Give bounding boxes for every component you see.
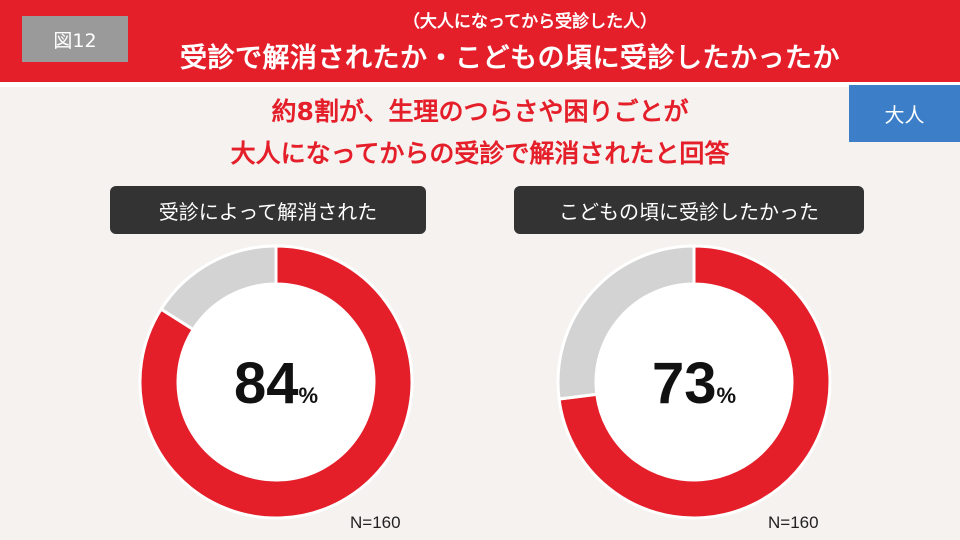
header-banner xyxy=(0,0,960,82)
value-unit: % xyxy=(716,383,737,408)
donut-hole xyxy=(178,284,374,480)
headline-line-1: 約8割が、生理のつらさや困りごとが xyxy=(271,97,689,126)
chart-title-resolved: 受診によって解消された xyxy=(110,186,426,234)
sample-size-resolved: N=160 xyxy=(350,513,401,532)
value-number: 84 xyxy=(233,351,299,416)
figure-tag: 図12 xyxy=(22,16,128,62)
donut-chart-resolved xyxy=(138,244,414,520)
value-label-resolved: 84% xyxy=(196,350,356,417)
header-divider xyxy=(0,82,960,87)
sample-size-wanted-as-child: N=160 xyxy=(768,513,819,532)
value-number: 73 xyxy=(651,351,717,416)
adult-badge: 大人 xyxy=(849,85,960,142)
header-subtitle: （大人になってから受診した人） xyxy=(402,12,658,32)
value-unit: % xyxy=(298,383,319,408)
donut-hole xyxy=(596,284,792,480)
headline-line-2: 大人になってからの受診で解消されたと回答 xyxy=(230,139,730,168)
page-title: 受診で解消されたか・こどもの頃に受診したかったか xyxy=(180,43,840,74)
chart-title-wanted-as-child: こどもの頃に受診したかった xyxy=(514,186,864,234)
donut-chart-wanted-as-child xyxy=(556,244,832,520)
value-label-wanted-as-child: 73% xyxy=(614,350,774,417)
